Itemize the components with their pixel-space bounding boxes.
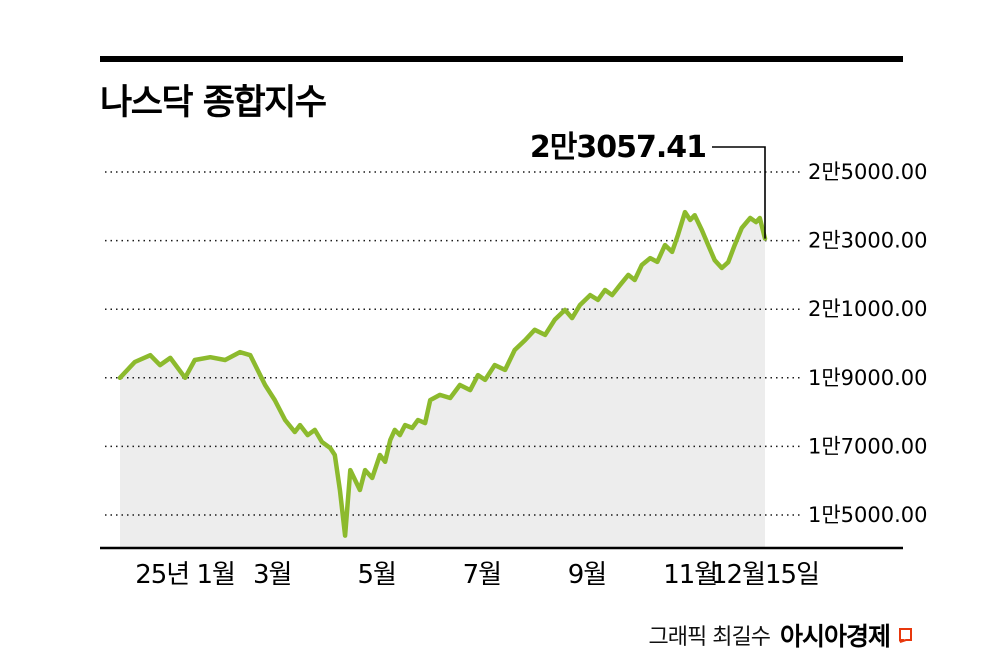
credit-text: 그래픽 최길수	[648, 625, 771, 650]
page-title: 나스닥 종합지수	[100, 83, 327, 123]
x-axis-label: 5월	[357, 560, 395, 590]
x-axis-label: 3월	[253, 560, 291, 590]
x-axis-label: 7월	[463, 560, 501, 590]
x-axis-label: 11월	[663, 560, 717, 590]
y-axis-label: 1만7000.00	[808, 434, 928, 458]
top-rule	[100, 56, 903, 62]
y-axis-label: 2만1000.00	[808, 297, 928, 321]
y-axis-label: 1만9000.00	[808, 366, 928, 390]
publisher-name: 아시아경제	[779, 622, 891, 651]
annotation-leader-line	[712, 146, 766, 239]
price-line	[117, 209, 768, 538]
y-axis-label: 2만5000.00	[808, 160, 928, 184]
x-axis-label: 25년 1월	[135, 560, 235, 590]
area-fill	[120, 212, 765, 548]
annotation-value: 2만3057.41	[530, 130, 706, 165]
credit-line: 그래픽 최길수 아시아경제	[649, 617, 913, 653]
asiae-logo-icon	[899, 627, 912, 643]
x-axis-label: 12월15일	[711, 560, 819, 590]
y-axis-label: 1만5000.00	[808, 503, 928, 527]
y-axis-label: 2만3000.00	[808, 229, 928, 253]
x-axis-label: 9월	[568, 560, 606, 590]
